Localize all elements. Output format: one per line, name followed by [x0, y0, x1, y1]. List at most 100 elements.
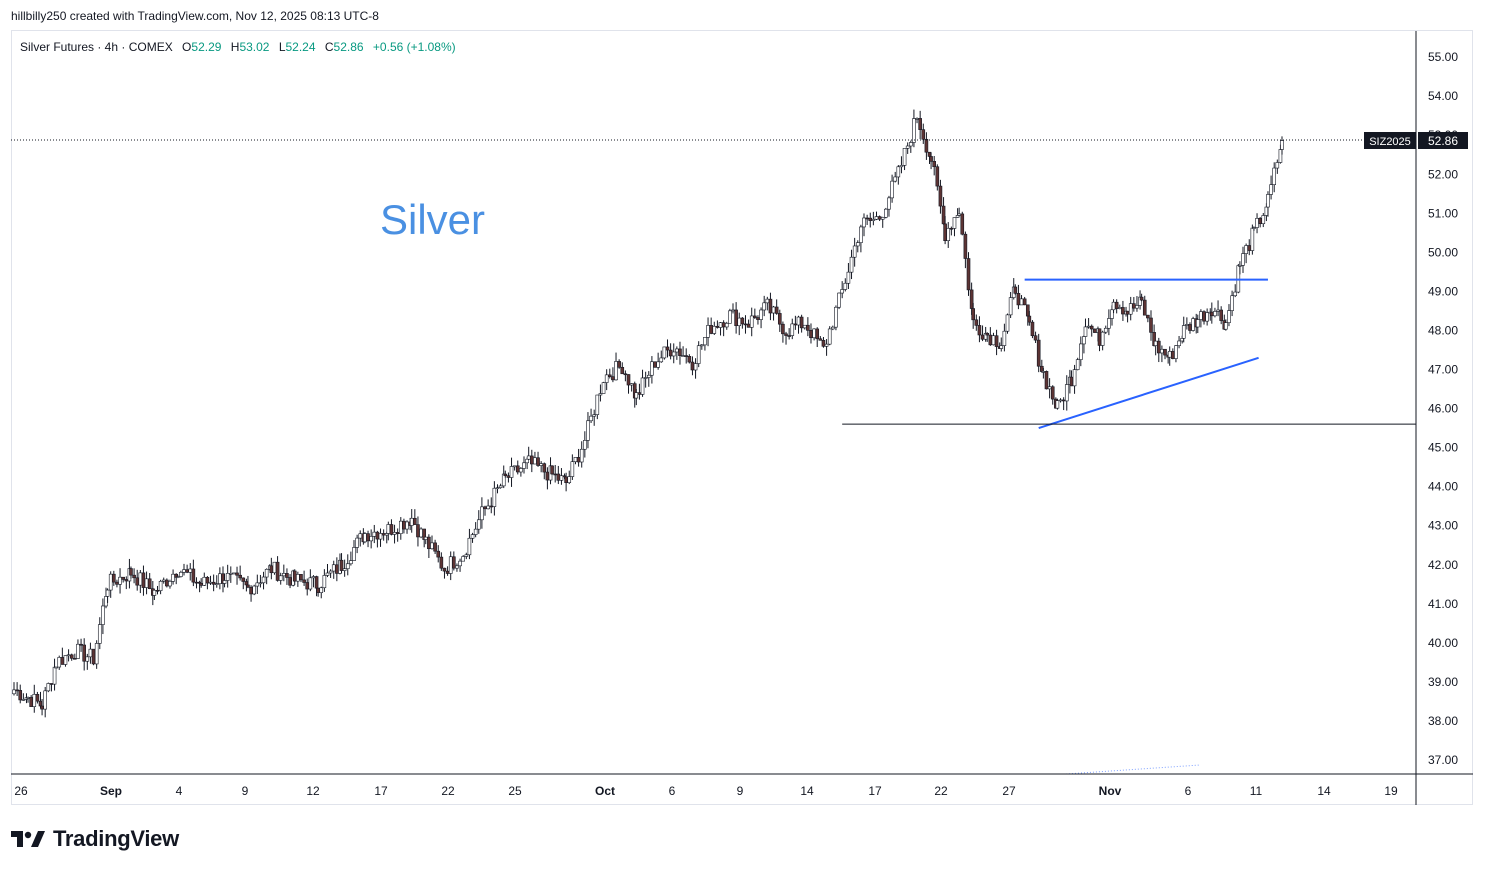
- candle-down: [988, 334, 993, 346]
- candle-up: [771, 306, 776, 314]
- candle-down: [69, 654, 74, 659]
- candle-down: [781, 323, 785, 335]
- candle-down: [147, 578, 152, 589]
- candle-down: [402, 520, 406, 530]
- candle-up: [1275, 162, 1280, 169]
- candle-up: [363, 533, 367, 543]
- candle-up: [659, 357, 664, 363]
- candle-down: [994, 335, 999, 347]
- candle-down: [483, 506, 487, 510]
- candle-up: [88, 648, 93, 658]
- candle-up: [1269, 184, 1273, 195]
- candle-up: [409, 517, 414, 526]
- x-tick-label: 22: [441, 784, 455, 798]
- candle-up: [675, 348, 679, 353]
- candle-up: [261, 576, 266, 584]
- candle-up: [573, 457, 578, 463]
- candle-down: [79, 643, 83, 646]
- candle-down: [1146, 314, 1150, 319]
- candle-up: [1255, 218, 1259, 228]
- candle-up: [423, 536, 428, 540]
- candle-up: [681, 355, 685, 357]
- candle-up: [852, 245, 857, 258]
- candle-up: [1079, 343, 1083, 360]
- candle-up: [700, 344, 704, 347]
- candle-up: [104, 596, 108, 607]
- x-tick-label: 6: [669, 784, 676, 798]
- candle-up: [762, 302, 766, 311]
- candle-up: [222, 580, 227, 584]
- candle-up: [85, 656, 90, 662]
- candle-up: [643, 377, 648, 379]
- candle-up: [589, 415, 593, 422]
- candle-down: [974, 319, 979, 326]
- candle-up: [372, 531, 377, 537]
- candle-up: [749, 315, 754, 328]
- candle-down: [1156, 340, 1161, 354]
- candle-down: [38, 700, 43, 707]
- legend-high-label: H: [230, 40, 240, 54]
- candle-up: [871, 219, 876, 221]
- candle-up: [214, 583, 219, 585]
- chart-frame[interactable]: [11, 30, 1473, 805]
- candle-up: [495, 487, 500, 490]
- candle-down: [564, 476, 568, 484]
- y-tick-label: 51.00: [1428, 206, 1458, 220]
- candle-up: [880, 217, 885, 220]
- candle-up: [46, 683, 51, 692]
- candle-up: [118, 576, 122, 585]
- candle-up: [1266, 194, 1270, 208]
- candle-up: [598, 393, 603, 396]
- candle-up: [1086, 325, 1091, 328]
- candle-up: [264, 568, 269, 578]
- legend-close: 52.86: [333, 40, 364, 54]
- candle-down: [249, 586, 253, 595]
- candle-up: [1047, 386, 1052, 390]
- candle-down: [115, 581, 119, 585]
- x-tick-label: 22: [934, 784, 948, 798]
- candle-down: [550, 465, 554, 475]
- candle-up: [43, 690, 47, 710]
- x-tick-label: 14: [1317, 784, 1331, 798]
- candle-up: [614, 361, 618, 381]
- candle-down: [536, 457, 540, 466]
- legend-low-label: L: [278, 40, 286, 54]
- candle-down: [73, 658, 77, 660]
- candle-up: [640, 377, 645, 395]
- candle-up: [731, 309, 735, 312]
- candle-up: [52, 666, 57, 685]
- candle-down: [49, 683, 54, 685]
- candle-down: [1247, 245, 1252, 251]
- x-tick-label: 9: [737, 784, 744, 798]
- candle-up: [1230, 295, 1234, 311]
- candle-down: [515, 465, 520, 473]
- candle-up: [650, 361, 654, 376]
- candle-down: [1171, 351, 1175, 359]
- x-tick-label: 9: [242, 784, 249, 798]
- candle-down: [1030, 321, 1035, 337]
- candle-down: [1121, 307, 1125, 315]
- candle-down: [963, 233, 968, 259]
- candle-up: [843, 282, 848, 290]
- candle-up: [899, 165, 904, 168]
- candle-up: [629, 383, 634, 386]
- candle-up: [1278, 149, 1283, 163]
- candle-down: [1016, 293, 1021, 306]
- candle-up: [570, 461, 575, 477]
- candle-up: [1272, 167, 1277, 185]
- candle-up: [706, 325, 710, 338]
- tradingview-logo[interactable]: TradingView: [11, 826, 179, 852]
- candle-up: [827, 328, 832, 345]
- candle-down: [238, 574, 242, 579]
- candle-up: [693, 363, 698, 371]
- candle-down: [29, 697, 33, 707]
- legend-close-label: C: [324, 40, 334, 54]
- x-tick-label: 4: [176, 784, 183, 798]
- candle-down: [969, 289, 974, 309]
- price-tag-symbol: SIZ2025: [1369, 136, 1411, 148]
- candle-down: [1114, 301, 1119, 309]
- candle-down: [553, 473, 558, 476]
- candle-down: [721, 322, 726, 328]
- candle-up: [1177, 340, 1181, 346]
